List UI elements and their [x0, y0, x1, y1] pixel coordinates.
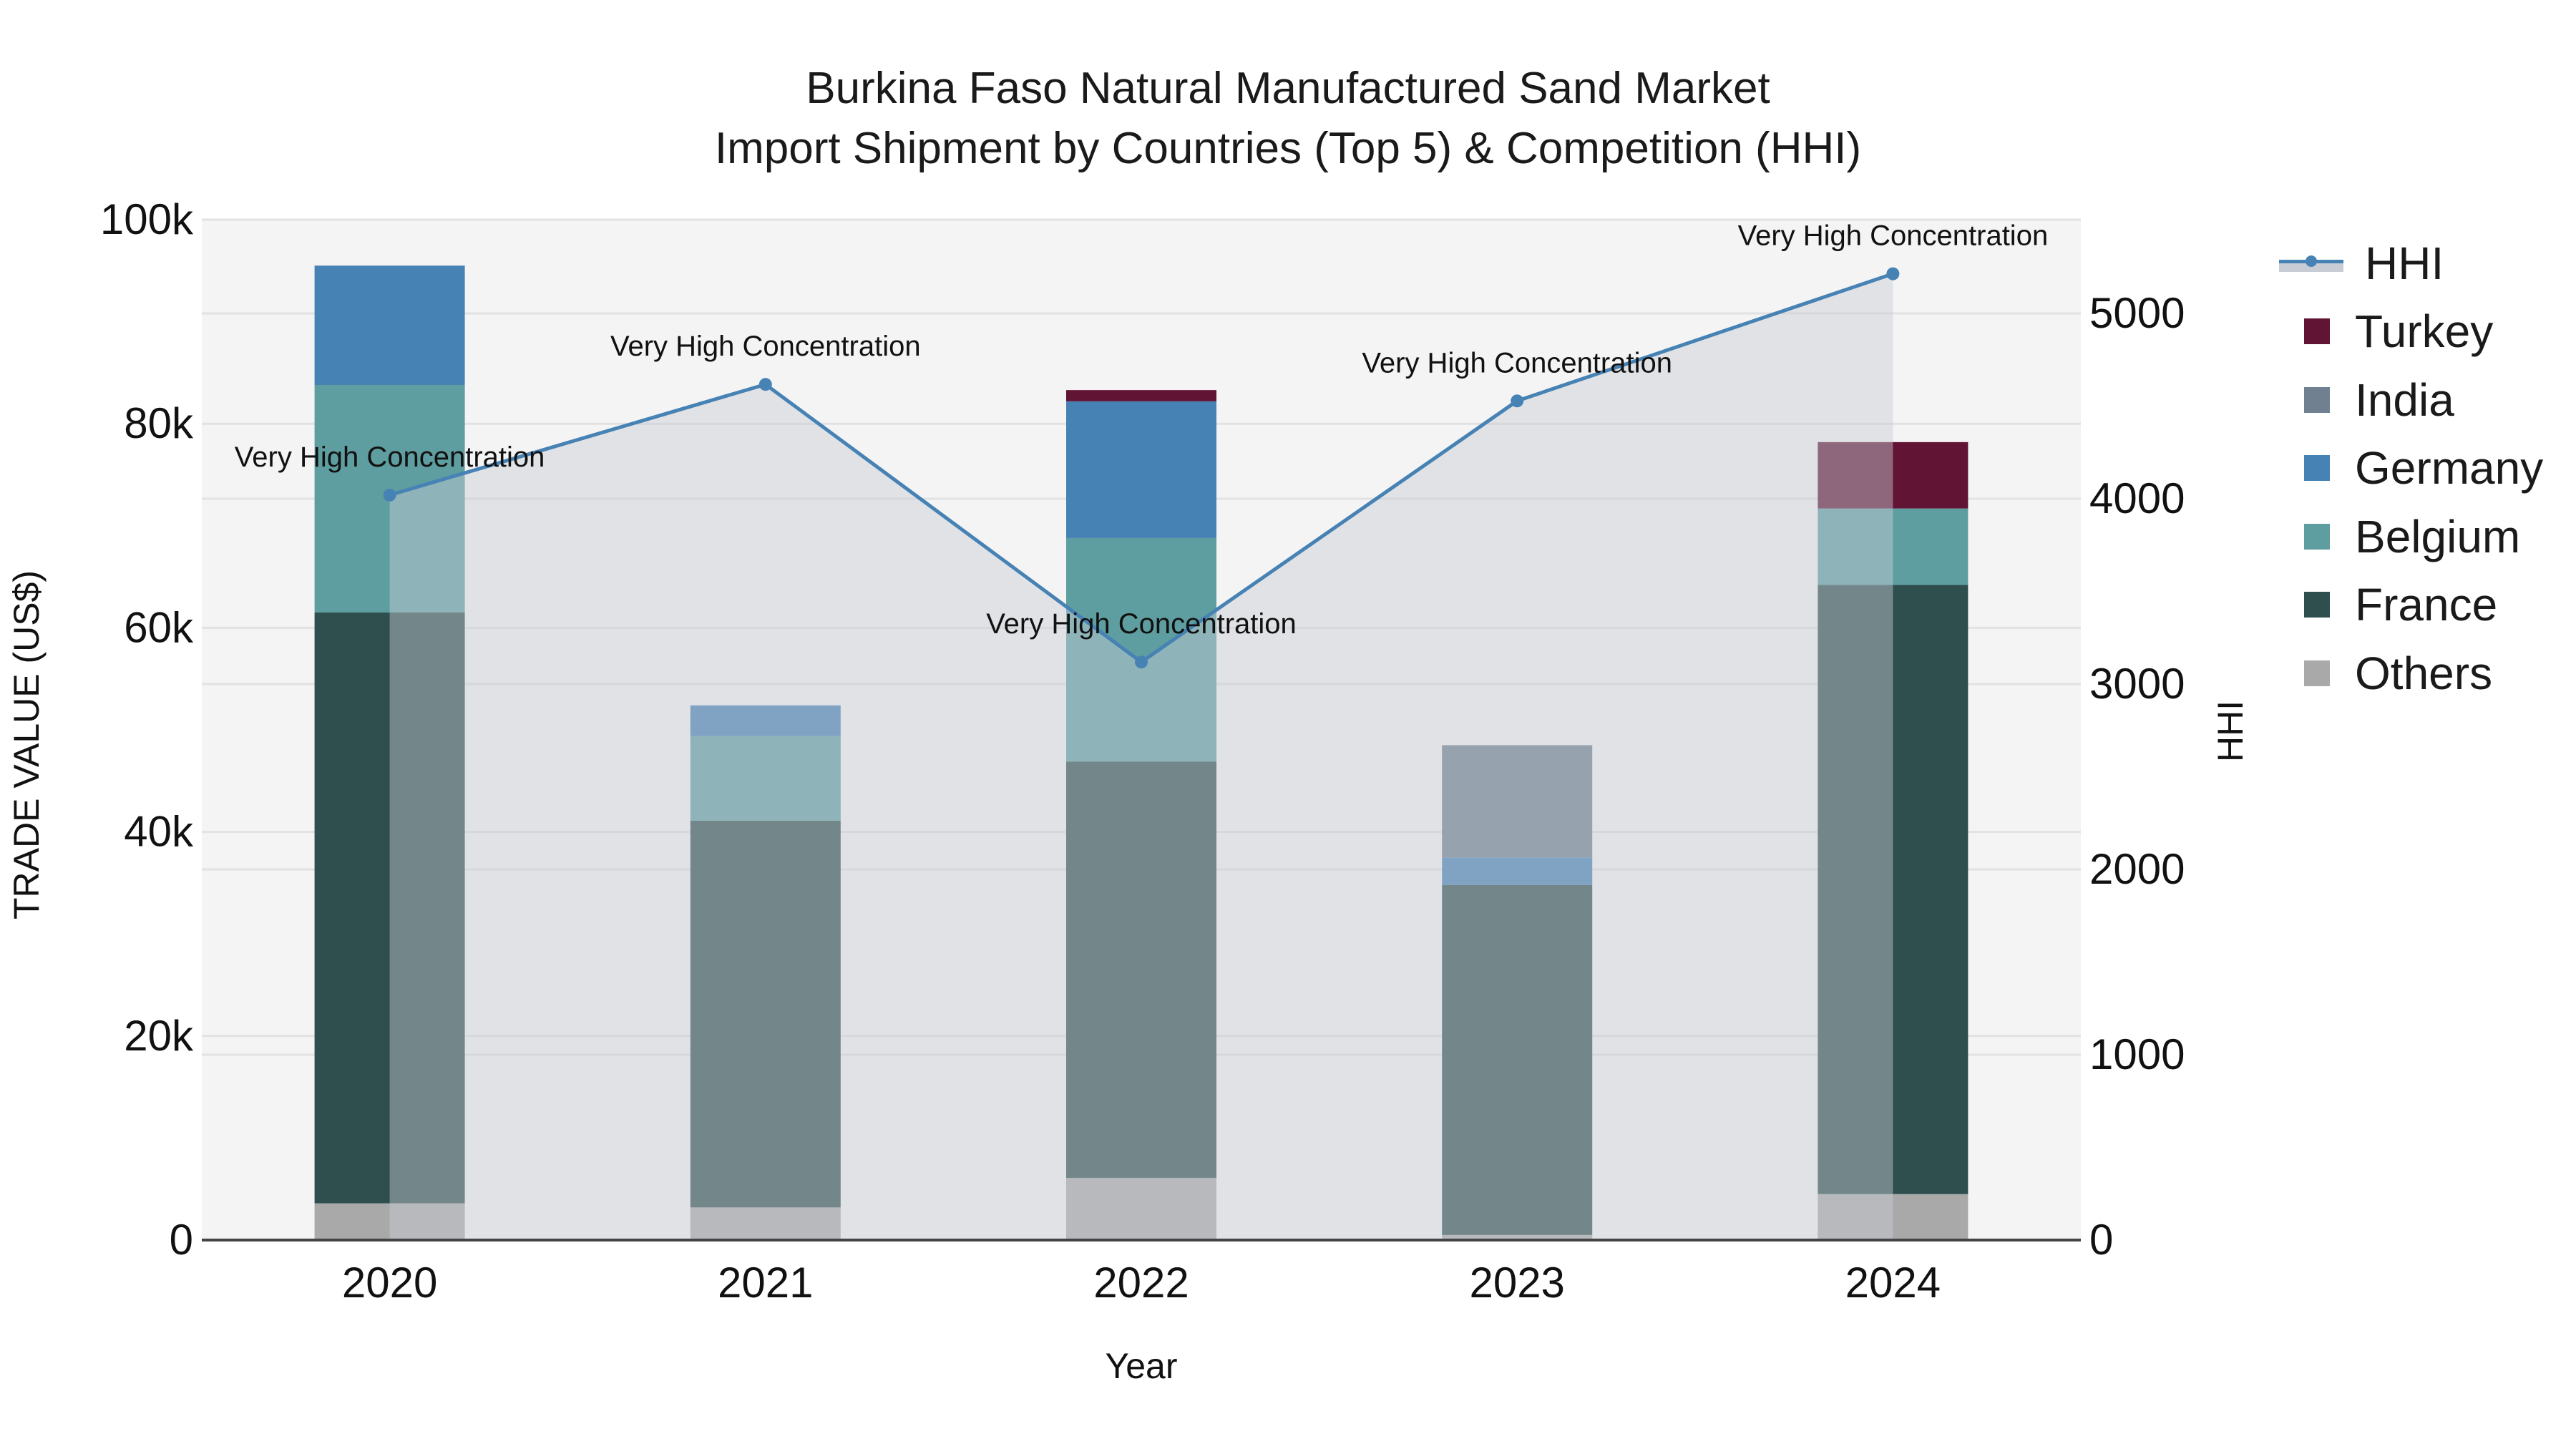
hhi-annotation: Very High Concentration: [235, 441, 545, 473]
y-left-tick-label: 0: [170, 1216, 193, 1264]
x-tick-label: 2021: [718, 1259, 813, 1307]
bar-segment-others: [1442, 1234, 1593, 1240]
legend-label: Belgium: [2355, 510, 2521, 562]
belgium-swatch-icon: [2304, 523, 2330, 550]
bar-segment-belgium: [690, 736, 841, 821]
bar-segment-france: [1818, 585, 1968, 1194]
legend-label: Others: [2355, 647, 2493, 699]
x-tick-label: 2020: [342, 1259, 437, 1307]
bar-segment-germany: [690, 705, 841, 736]
y-left-tick-label: 20k: [124, 1012, 194, 1060]
legend-item-germany[interactable]: Germany: [2279, 434, 2543, 503]
y-left-tick-label: 100k: [100, 195, 194, 243]
bar-segment-turkey: [1066, 390, 1216, 401]
legend-label: France: [2355, 579, 2498, 631]
bar-segment-germany: [1066, 401, 1216, 538]
hhi-annotation: Very High Concentration: [986, 608, 1297, 640]
legend-label: India: [2355, 374, 2454, 426]
bar-segment-germany: [314, 265, 465, 386]
hhi-annotation: Very High Concentration: [1362, 347, 1672, 379]
legend: HHI Turkey India Germany Belgium France …: [2279, 229, 2543, 708]
bar-segment-france: [1442, 884, 1593, 1235]
bar-segment-india: [1442, 745, 1593, 858]
y-axis-right-title: HHI: [2210, 700, 2250, 762]
bar-segment-belgium: [1066, 537, 1216, 762]
legend-item-others[interactable]: Others: [2279, 639, 2543, 708]
x-tick-label: 2024: [1845, 1259, 1941, 1307]
legend-item-hhi[interactable]: HHI: [2279, 229, 2543, 298]
bar-segment-germany: [1442, 857, 1593, 885]
turkey-swatch-icon: [2304, 318, 2330, 345]
x-tick-label: 2022: [1093, 1259, 1189, 1307]
bar-segment-france: [690, 820, 841, 1208]
y-right-tick-label: 5000: [2089, 289, 2185, 337]
bar-segment-others: [690, 1207, 841, 1240]
hhi-annotation: Very High Concentration: [1738, 220, 2049, 252]
y-right-tick-label: 4000: [2089, 474, 2185, 522]
hhi-marker: [1135, 655, 1148, 669]
y-right-tick-label: 3000: [2089, 660, 2185, 708]
hhi-annotation: Very High Concentration: [610, 331, 921, 362]
germany-swatch-icon: [2304, 455, 2330, 482]
france-swatch-icon: [2304, 592, 2330, 618]
hhi-line-icon: [2279, 250, 2343, 276]
y-left-tick-label: 80k: [124, 399, 194, 447]
chart-title-line2: Import Shipment by Countries (Top 5) & C…: [714, 124, 1862, 173]
x-tick-label: 2023: [1469, 1259, 1564, 1307]
legend-item-turkey[interactable]: Turkey: [2279, 298, 2543, 366]
legend-item-france[interactable]: France: [2279, 571, 2543, 640]
y-right-tick-label: 2000: [2089, 845, 2185, 893]
x-axis-title: Year: [1105, 1346, 1178, 1386]
hhi-marker: [383, 488, 396, 502]
y-right-tick-label: 0: [2089, 1216, 2113, 1264]
bar-segment-others: [1066, 1178, 1216, 1240]
bar-segment-turkey: [1818, 441, 1968, 509]
bar-segment-belgium: [1818, 508, 1968, 585]
bar-segment-others: [1818, 1194, 1968, 1240]
y-left-tick-label: 40k: [124, 808, 194, 856]
legend-label: HHI: [2365, 237, 2444, 289]
bar-segment-france: [314, 613, 465, 1204]
hhi-marker: [758, 378, 772, 391]
others-swatch-icon: [2304, 660, 2330, 686]
y-left-tick-label: 60k: [124, 603, 194, 651]
legend-label: Turkey: [2355, 306, 2494, 358]
legend-item-belgium[interactable]: Belgium: [2279, 502, 2543, 571]
hhi-area: [389, 273, 1893, 1240]
legend-label: Germany: [2355, 442, 2544, 494]
y-right-tick-label: 1000: [2089, 1030, 2185, 1078]
chart-title-line1: Burkina Faso Natural Manufactured Sand M…: [806, 64, 1770, 113]
hhi-marker: [1511, 394, 1524, 408]
legend-item-india[interactable]: India: [2279, 366, 2543, 434]
bar-segment-france: [1066, 761, 1216, 1179]
hhi-marker: [1886, 267, 1900, 280]
y-axis-left-title: TRADE VALUE (US$): [6, 570, 47, 919]
bar-segment-others: [314, 1203, 465, 1240]
india-swatch-icon: [2304, 386, 2330, 413]
